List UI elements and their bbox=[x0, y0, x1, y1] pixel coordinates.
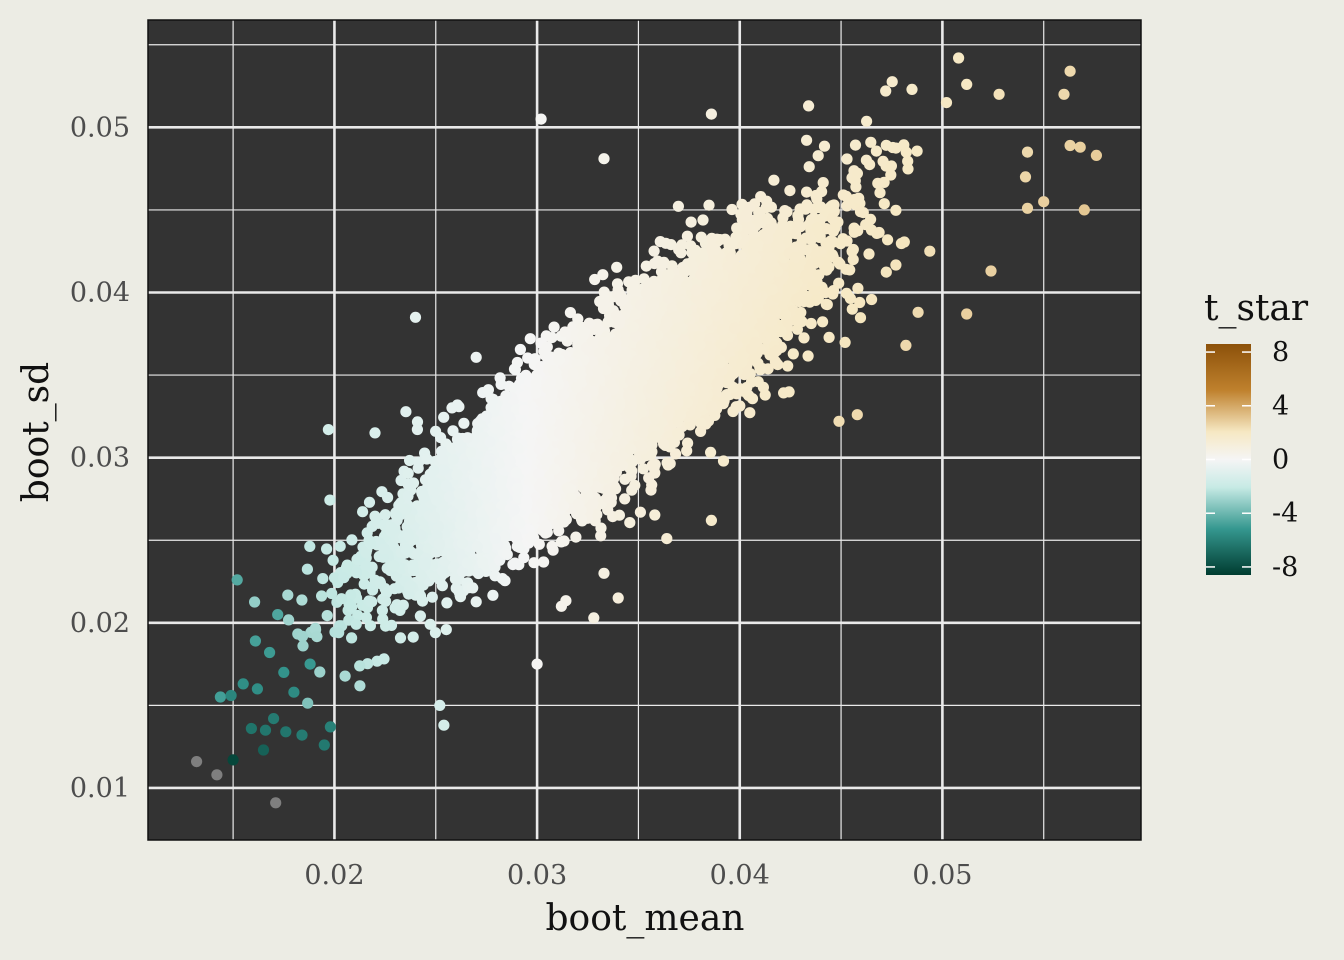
data-points bbox=[191, 52, 1102, 809]
data-point bbox=[726, 203, 738, 216]
data-point bbox=[672, 200, 685, 212]
data-point bbox=[354, 680, 366, 692]
data-point bbox=[801, 186, 813, 198]
data-point bbox=[841, 153, 853, 165]
data-point bbox=[538, 556, 550, 568]
data-point bbox=[877, 155, 889, 167]
data-point bbox=[360, 611, 372, 624]
data-point bbox=[865, 213, 877, 225]
data-point bbox=[589, 273, 601, 286]
data-point bbox=[296, 630, 309, 643]
data-point bbox=[507, 559, 519, 571]
data-point bbox=[572, 313, 584, 325]
data-point bbox=[440, 624, 452, 636]
data-point bbox=[458, 417, 470, 429]
data-point bbox=[872, 177, 884, 189]
data-point bbox=[682, 437, 694, 449]
data-point bbox=[482, 384, 494, 396]
data-point bbox=[326, 587, 338, 600]
data-point bbox=[214, 691, 226, 703]
data-point bbox=[744, 407, 756, 419]
data-point bbox=[787, 348, 799, 360]
data-point bbox=[429, 627, 441, 639]
data-point bbox=[309, 622, 321, 634]
data-point bbox=[825, 235, 837, 247]
data-point bbox=[802, 350, 814, 362]
data-point bbox=[370, 513, 382, 525]
grid-lines bbox=[148, 20, 1141, 840]
data-point bbox=[649, 509, 661, 521]
data-point bbox=[314, 666, 326, 678]
data-point bbox=[559, 326, 571, 338]
data-point bbox=[839, 336, 851, 348]
data-point bbox=[424, 618, 436, 630]
data-point bbox=[302, 697, 314, 709]
data-point bbox=[759, 389, 771, 401]
data-point bbox=[380, 595, 392, 607]
data-point bbox=[546, 540, 558, 552]
data-point bbox=[522, 352, 534, 364]
data-point bbox=[873, 226, 885, 239]
data-point bbox=[394, 632, 407, 644]
data-point bbox=[564, 307, 577, 319]
data-point bbox=[820, 223, 832, 235]
data-point bbox=[311, 631, 323, 643]
data-point bbox=[282, 589, 294, 601]
data-point bbox=[518, 552, 530, 564]
data-point bbox=[705, 446, 717, 458]
data-point bbox=[533, 538, 545, 550]
data-point bbox=[327, 554, 339, 566]
data-point bbox=[376, 486, 388, 498]
data-point bbox=[296, 594, 308, 606]
data-point bbox=[453, 586, 465, 598]
data-point bbox=[358, 578, 370, 590]
data-point bbox=[426, 591, 438, 603]
data-point bbox=[407, 631, 419, 643]
data-point bbox=[805, 214, 818, 226]
data-point bbox=[321, 543, 333, 555]
data-point bbox=[885, 169, 897, 181]
data-point bbox=[430, 425, 442, 437]
data-point bbox=[385, 619, 398, 632]
data-point bbox=[376, 604, 388, 617]
data-point bbox=[866, 293, 878, 306]
data-point bbox=[697, 214, 709, 226]
data-point bbox=[681, 230, 694, 242]
data-point bbox=[878, 198, 890, 210]
data-point bbox=[823, 331, 835, 343]
data-point bbox=[346, 632, 358, 644]
data-point bbox=[798, 332, 810, 344]
data-point bbox=[470, 596, 482, 608]
data-point bbox=[555, 536, 567, 548]
data-point bbox=[886, 76, 898, 88]
data-point bbox=[846, 303, 858, 315]
data-point bbox=[352, 609, 364, 622]
data-point bbox=[553, 525, 565, 537]
data-point bbox=[363, 496, 376, 508]
data-point bbox=[496, 573, 508, 585]
data-point bbox=[880, 266, 892, 278]
data-point bbox=[249, 596, 261, 608]
data-point bbox=[854, 296, 866, 309]
data-point bbox=[514, 343, 527, 356]
data-point bbox=[414, 610, 426, 622]
data-point bbox=[820, 298, 832, 310]
data-point bbox=[321, 610, 333, 622]
data-point bbox=[890, 204, 902, 216]
data-point bbox=[394, 604, 406, 617]
data-point bbox=[703, 199, 715, 211]
data-point bbox=[841, 200, 853, 212]
data-point bbox=[849, 139, 862, 151]
